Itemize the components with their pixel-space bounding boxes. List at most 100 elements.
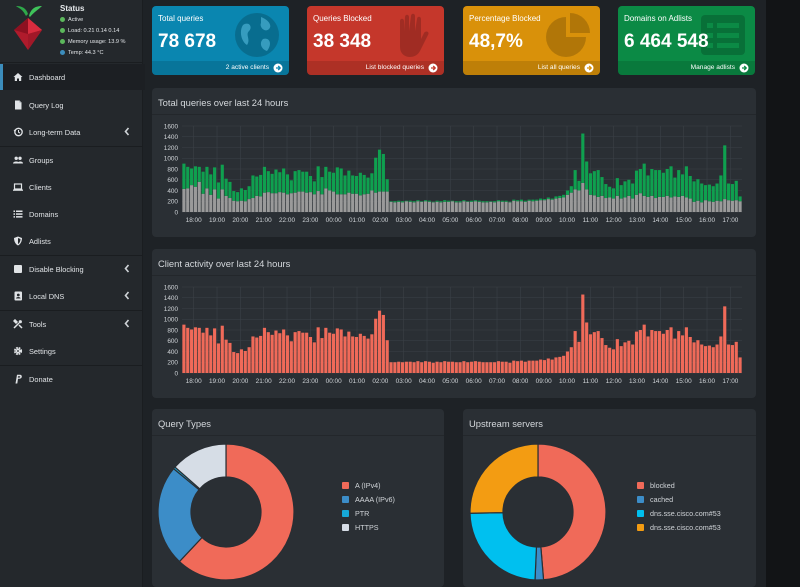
chart-bar[interactable]	[328, 171, 332, 191]
chart-bar[interactable]	[634, 194, 639, 212]
chart-bar[interactable]	[201, 332, 205, 373]
chart-bar[interactable]	[385, 340, 389, 373]
chart-bar[interactable]	[696, 200, 700, 212]
chart-bar[interactable]	[661, 196, 665, 212]
chart-bar[interactable]	[366, 193, 370, 212]
chart-bar[interactable]	[611, 188, 616, 199]
chart-bar[interactable]	[216, 343, 221, 373]
chart-bar[interactable]	[661, 172, 665, 197]
nav-donate[interactable]: Donate	[0, 366, 142, 392]
chart-bar[interactable]	[423, 200, 428, 202]
chart-bar[interactable]	[738, 357, 742, 373]
chart-bar[interactable]	[684, 197, 688, 212]
chart-bar[interactable]	[730, 345, 734, 373]
chart-bar[interactable]	[266, 192, 270, 212]
chart-bar[interactable]	[627, 179, 631, 196]
chart-bar[interactable]	[569, 186, 573, 193]
chart-bar[interactable]	[546, 358, 550, 373]
chart-bar[interactable]	[516, 361, 520, 373]
chart-bar[interactable]	[362, 194, 366, 212]
chart-bar[interactable]	[293, 192, 297, 212]
chart-bar[interactable]	[190, 185, 194, 212]
chart-bar[interactable]	[550, 359, 554, 373]
chart-bar[interactable]	[638, 330, 642, 373]
chart-bar[interactable]	[562, 355, 566, 373]
chart-bar[interactable]	[285, 194, 290, 212]
chart-bar[interactable]	[596, 196, 600, 212]
chart-bar[interactable]	[427, 200, 431, 202]
chart-bar[interactable]	[232, 200, 236, 212]
chart-bar[interactable]	[673, 338, 677, 373]
chart-bar[interactable]	[412, 202, 416, 212]
chart-bar[interactable]	[182, 163, 186, 189]
chart-bar[interactable]	[631, 344, 635, 373]
chart-bar[interactable]	[719, 201, 723, 212]
chart-bar[interactable]	[447, 200, 451, 202]
chart-bar[interactable]	[412, 201, 416, 203]
chart-bar[interactable]	[546, 197, 550, 200]
chart-bar[interactable]	[657, 331, 662, 373]
chart-bar[interactable]	[627, 340, 631, 373]
chart-bar[interactable]	[665, 195, 669, 212]
chart-bar[interactable]	[266, 332, 270, 373]
chart-bar[interactable]	[262, 166, 267, 193]
chart-bar[interactable]	[251, 198, 255, 212]
legend-item-a[interactable]: A (IPv4)	[342, 481, 381, 490]
chart-bar[interactable]	[423, 361, 428, 373]
chart-bar[interactable]	[592, 171, 596, 196]
chart-bar[interactable]	[255, 176, 259, 196]
chart-bar[interactable]	[734, 200, 738, 212]
chart-bar[interactable]	[339, 194, 343, 212]
chart-bar[interactable]	[466, 201, 470, 202]
chart-bar[interactable]	[186, 327, 190, 373]
chart-bar[interactable]	[362, 174, 366, 195]
chart-bar[interactable]	[297, 170, 301, 192]
chart-bar[interactable]	[535, 360, 539, 373]
chart-bar[interactable]	[727, 344, 731, 373]
chart-bar[interactable]	[727, 200, 731, 212]
chart-bar[interactable]	[377, 149, 382, 192]
chart-bar[interactable]	[316, 327, 320, 373]
chart-bar[interactable]	[266, 171, 270, 193]
chart-bar[interactable]	[259, 335, 263, 373]
chart-bar[interactable]	[692, 201, 696, 212]
chart-bar[interactable]	[358, 333, 362, 373]
chart-bar[interactable]	[385, 191, 389, 212]
legend-item-blocked[interactable]: blocked	[637, 481, 675, 490]
chart-bar[interactable]	[278, 192, 282, 212]
chart-bar[interactable]	[696, 340, 700, 373]
chart-bar[interactable]	[255, 337, 259, 373]
chart-bar[interactable]	[450, 361, 454, 373]
chart-bar[interactable]	[615, 195, 619, 212]
chart-bar[interactable]	[301, 171, 305, 192]
chart-bar[interactable]	[274, 193, 278, 212]
chart-bar[interactable]	[381, 191, 385, 212]
chart-bar[interactable]	[654, 198, 658, 212]
chart-bar[interactable]	[270, 334, 274, 373]
chart-bar[interactable]	[669, 166, 673, 198]
chart-bar[interactable]	[462, 200, 466, 202]
chart-bar[interactable]	[535, 200, 539, 212]
chart-bar[interactable]	[358, 195, 362, 212]
chart-bar[interactable]	[224, 339, 228, 373]
chart-bar[interactable]	[523, 200, 527, 202]
chart-bar[interactable]	[623, 181, 627, 198]
chart-bar[interactable]	[539, 198, 543, 201]
chart-bar[interactable]	[377, 310, 382, 373]
chart-bar[interactable]	[335, 194, 339, 212]
chart-bar[interactable]	[600, 195, 604, 212]
chart-bar[interactable]	[508, 362, 512, 373]
chart-bar[interactable]	[615, 339, 619, 373]
chart-bar[interactable]	[684, 166, 688, 198]
chart-bar[interactable]	[259, 196, 263, 212]
card-footer-link[interactable]: List blocked queries	[307, 61, 444, 75]
chart-bar[interactable]	[201, 171, 205, 194]
chart-bar[interactable]	[550, 199, 554, 212]
chart-bar[interactable]	[458, 201, 462, 203]
chart-bar[interactable]	[565, 351, 570, 374]
chart-bar[interactable]	[496, 201, 501, 212]
chart-bar[interactable]	[703, 185, 708, 201]
chart-bar[interactable]	[232, 352, 236, 373]
chart-bar[interactable]	[715, 183, 719, 201]
chart-bar[interactable]	[408, 361, 412, 373]
